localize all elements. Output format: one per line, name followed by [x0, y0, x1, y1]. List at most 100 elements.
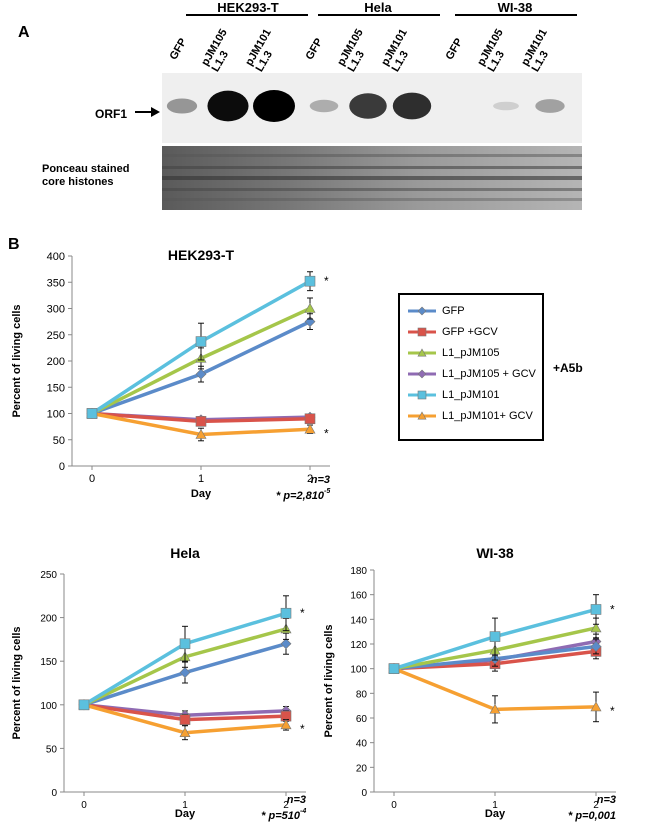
legend-item: GFP	[408, 305, 465, 317]
data-point	[590, 622, 602, 633]
legend-marker-icon	[408, 306, 436, 316]
series-l1-pjm101	[86, 271, 316, 419]
data-point	[590, 641, 602, 652]
x-tick-label: 1	[198, 473, 204, 485]
y-tick-label: 100	[47, 409, 65, 421]
y-tick-label: 120	[350, 640, 367, 651]
n-label: n=3	[287, 794, 306, 806]
p-value-label: * p=510	[261, 810, 301, 822]
x-tick-label: 2	[593, 800, 599, 811]
y-tick-label: 180	[350, 566, 367, 577]
data-point	[304, 275, 316, 287]
p-value-exponent: -5	[324, 488, 330, 495]
chart-wi38: WI-38 0 20 40 60 80 100 120 140 160 180 0 1 2 Percent …	[323, 545, 616, 822]
n-label: n=3	[597, 794, 616, 806]
legend-marker-icon	[408, 327, 436, 337]
legend-marker-icon	[408, 348, 436, 357]
data-point	[590, 701, 602, 712]
legend-item: L1_pJM105 + GCV	[408, 368, 536, 380]
lane-label: GFP	[443, 36, 466, 62]
orf1-band	[253, 90, 295, 122]
data-point	[179, 714, 191, 725]
p-value-label: * p=2,810	[276, 490, 325, 502]
group-label-hek: HEK293-T	[217, 0, 279, 15]
chart-title: Hela	[170, 545, 200, 561]
y-tick-label: 200	[47, 356, 65, 368]
significance-star: *	[610, 704, 615, 718]
x-tick-label: 0	[81, 800, 87, 811]
legend-label: L1_pJM105	[442, 347, 500, 359]
ponceau-label: Ponceau stained core histones	[42, 163, 130, 188]
y-tick-label: 160	[350, 591, 367, 602]
chart-hela: Hela 0 50 100 150 200 250 0 1 2 Percent of living …	[11, 545, 306, 822]
ponceau-bands	[162, 146, 582, 210]
y-tick-label: 50	[53, 435, 65, 447]
legend-label: GFP +GCV	[442, 326, 498, 338]
legend-item: L1_pJM101+ GCV	[408, 410, 533, 422]
data-point	[195, 428, 207, 439]
data-point	[78, 699, 90, 711]
significance-star: *	[300, 606, 305, 620]
y-axis-label: Percent of living cells	[323, 624, 335, 737]
data-point	[304, 413, 316, 425]
x-axis-label: Day	[175, 808, 196, 820]
panel-b-letter: B	[8, 236, 20, 253]
legend-item: GFP +GCV	[408, 326, 498, 338]
series-l1-pjm101	[388, 594, 602, 674]
data-point	[86, 408, 98, 419]
y-tick-label: 300	[47, 304, 65, 316]
y-tick-label: 140	[350, 615, 367, 626]
orf1-band	[166, 98, 198, 114]
x-tick-label: 1	[182, 800, 188, 811]
lane-label: pJM101 L1.3	[379, 27, 412, 74]
group-bar-hela	[318, 14, 440, 16]
data-point	[280, 719, 292, 730]
legend-item: L1_pJM101	[408, 389, 500, 401]
legend-marker-icon	[408, 411, 436, 420]
lane-label: pJM101 L1.3	[243, 27, 276, 74]
y-tick-label: 400	[47, 251, 65, 263]
y-tick-label: 50	[46, 744, 58, 755]
data-point	[195, 416, 207, 427]
significance-star: *	[300, 722, 305, 736]
series-l1-pjm101-gcv	[388, 663, 602, 724]
x-tick-label: 2	[307, 473, 313, 485]
p-value-label: * p=0,001	[568, 810, 616, 822]
data-point	[489, 631, 501, 642]
legend-marker-icon	[408, 369, 436, 379]
group-bar-wi38	[455, 14, 577, 16]
group-label-wi38: WI-38	[497, 0, 533, 15]
legend-label: L1_pJM101	[442, 389, 500, 401]
significance-star: *	[324, 274, 329, 288]
data-point	[388, 663, 400, 674]
y-tick-label: 80	[356, 689, 368, 700]
x-tick-label: 0	[391, 800, 397, 811]
orf1-blot	[162, 73, 582, 143]
y-axis-label: Percent of living cells	[11, 304, 23, 417]
orf1-band	[392, 92, 432, 120]
lane-label: pJM105 L1.3	[335, 27, 368, 74]
data-point	[179, 667, 191, 678]
orf1-band	[207, 90, 249, 122]
y-tick-label: 150	[40, 657, 57, 668]
y-tick-label: 250	[40, 570, 57, 581]
series-l1-pjm101	[78, 595, 292, 711]
y-tick-label: 150	[47, 382, 65, 394]
y-tick-label: 250	[47, 330, 65, 342]
data-point	[179, 727, 191, 738]
legend-marker-icon	[408, 390, 436, 400]
x-axis-label: Day	[191, 488, 212, 500]
y-tick-label: 0	[59, 461, 65, 473]
orf1-label: ORF1	[95, 107, 128, 121]
y-tick-label: 200	[40, 614, 57, 625]
x-axis-label: Day	[485, 808, 506, 820]
lane-label: GFP	[167, 36, 190, 62]
data-point	[280, 638, 292, 650]
legend-label: L1_pJM105 + GCV	[442, 368, 536, 380]
orf1-band	[309, 99, 339, 113]
chart-title: HEK293-T	[168, 247, 235, 263]
y-tick-label: 350	[47, 277, 65, 289]
y-axis-label: Percent of living cells	[11, 626, 23, 739]
legend-side-label: +A5b	[553, 361, 583, 375]
